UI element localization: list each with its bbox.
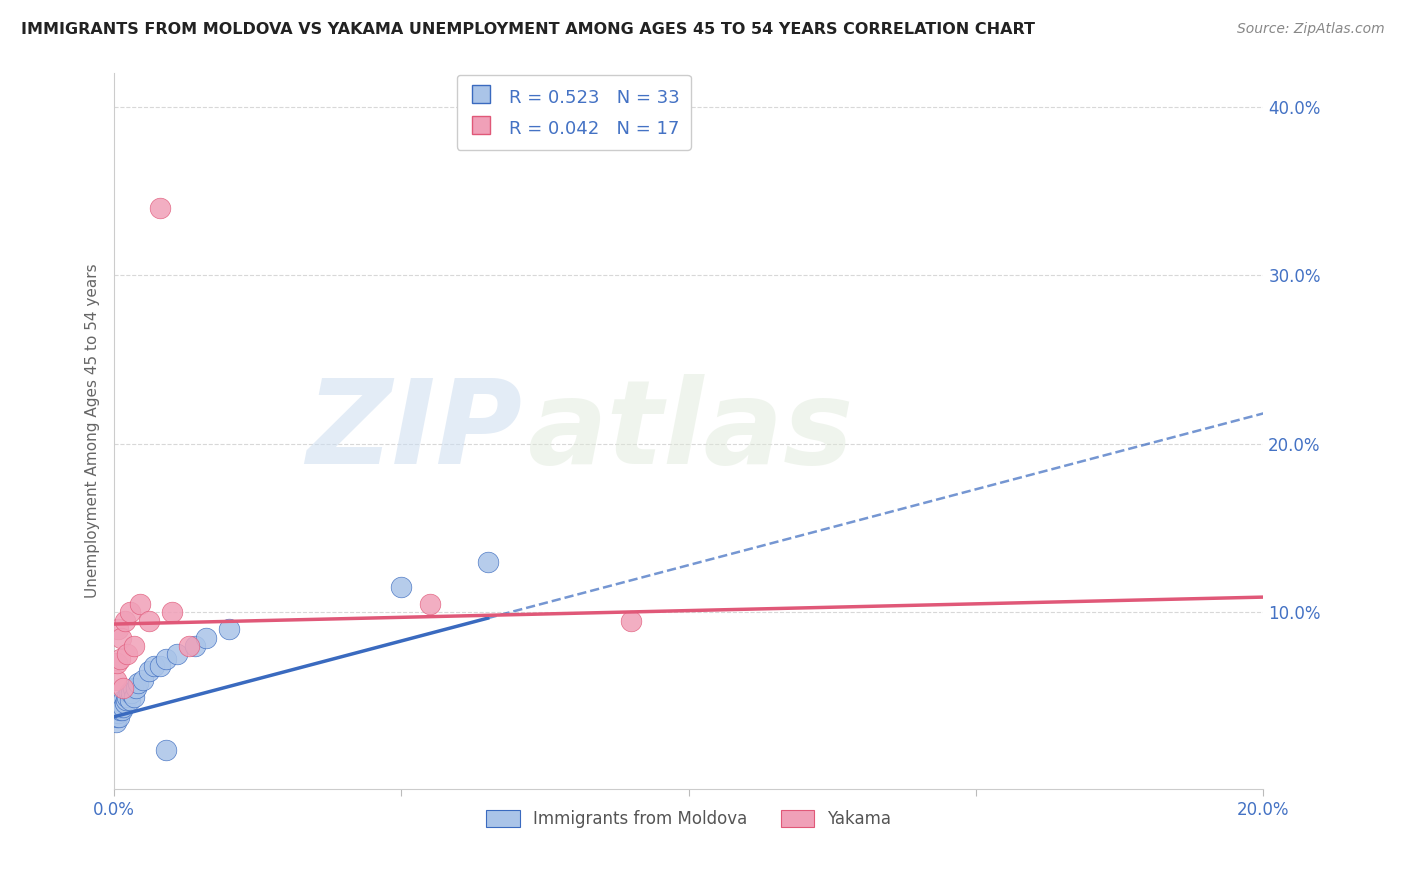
- Point: [110, 701, 132, 715]
- Point: [111, 693, 134, 707]
- Point: [117, 686, 139, 700]
- Point: [138, 665, 160, 679]
- Point: [108, 652, 131, 666]
- Point: [138, 614, 160, 628]
- Point: [105, 710, 128, 724]
- Point: [107, 622, 129, 636]
- Point: [114, 696, 136, 710]
- Point: [391, 580, 413, 594]
- Text: Source: ZipAtlas.com: Source: ZipAtlas.com: [1237, 22, 1385, 37]
- Point: [155, 743, 177, 757]
- Point: [149, 201, 172, 215]
- Point: [112, 699, 135, 714]
- Point: [127, 676, 149, 690]
- Point: [111, 696, 134, 710]
- Point: [115, 690, 138, 704]
- Point: [125, 681, 148, 695]
- Point: [105, 656, 128, 670]
- Point: [477, 555, 499, 569]
- Point: [118, 693, 141, 707]
- Point: [166, 648, 188, 662]
- Text: IMMIGRANTS FROM MOLDOVA VS YAKAMA UNEMPLOYMENT AMONG AGES 45 TO 54 YEARS CORRELA: IMMIGRANTS FROM MOLDOVA VS YAKAMA UNEMPL…: [21, 22, 1035, 37]
- Point: [160, 605, 183, 619]
- Y-axis label: Unemployment Among Ages 45 to 54 years: Unemployment Among Ages 45 to 54 years: [86, 264, 100, 599]
- Point: [111, 703, 134, 717]
- Point: [183, 639, 205, 653]
- Legend: Immigrants from Moldova, Yakama: Immigrants from Moldova, Yakama: [479, 803, 898, 835]
- Point: [124, 690, 146, 704]
- Point: [121, 681, 143, 695]
- Point: [620, 614, 643, 628]
- Point: [129, 597, 152, 611]
- Point: [107, 710, 129, 724]
- Point: [143, 659, 166, 673]
- Point: [115, 648, 138, 662]
- Point: [120, 686, 142, 700]
- Point: [195, 631, 218, 645]
- Point: [114, 614, 136, 628]
- Point: [149, 659, 172, 673]
- Point: [218, 622, 240, 636]
- Point: [114, 693, 136, 707]
- Point: [108, 698, 131, 712]
- Text: ZIP: ZIP: [307, 374, 522, 489]
- Point: [108, 703, 131, 717]
- Point: [155, 652, 177, 666]
- Point: [111, 681, 134, 695]
- Text: atlas: atlas: [527, 374, 855, 489]
- Point: [120, 605, 142, 619]
- Point: [104, 673, 127, 687]
- Point: [132, 673, 155, 687]
- Point: [107, 706, 129, 721]
- Point: [104, 714, 127, 729]
- Point: [124, 639, 146, 653]
- Point: [110, 631, 132, 645]
- Point: [177, 639, 200, 653]
- Point: [419, 597, 441, 611]
